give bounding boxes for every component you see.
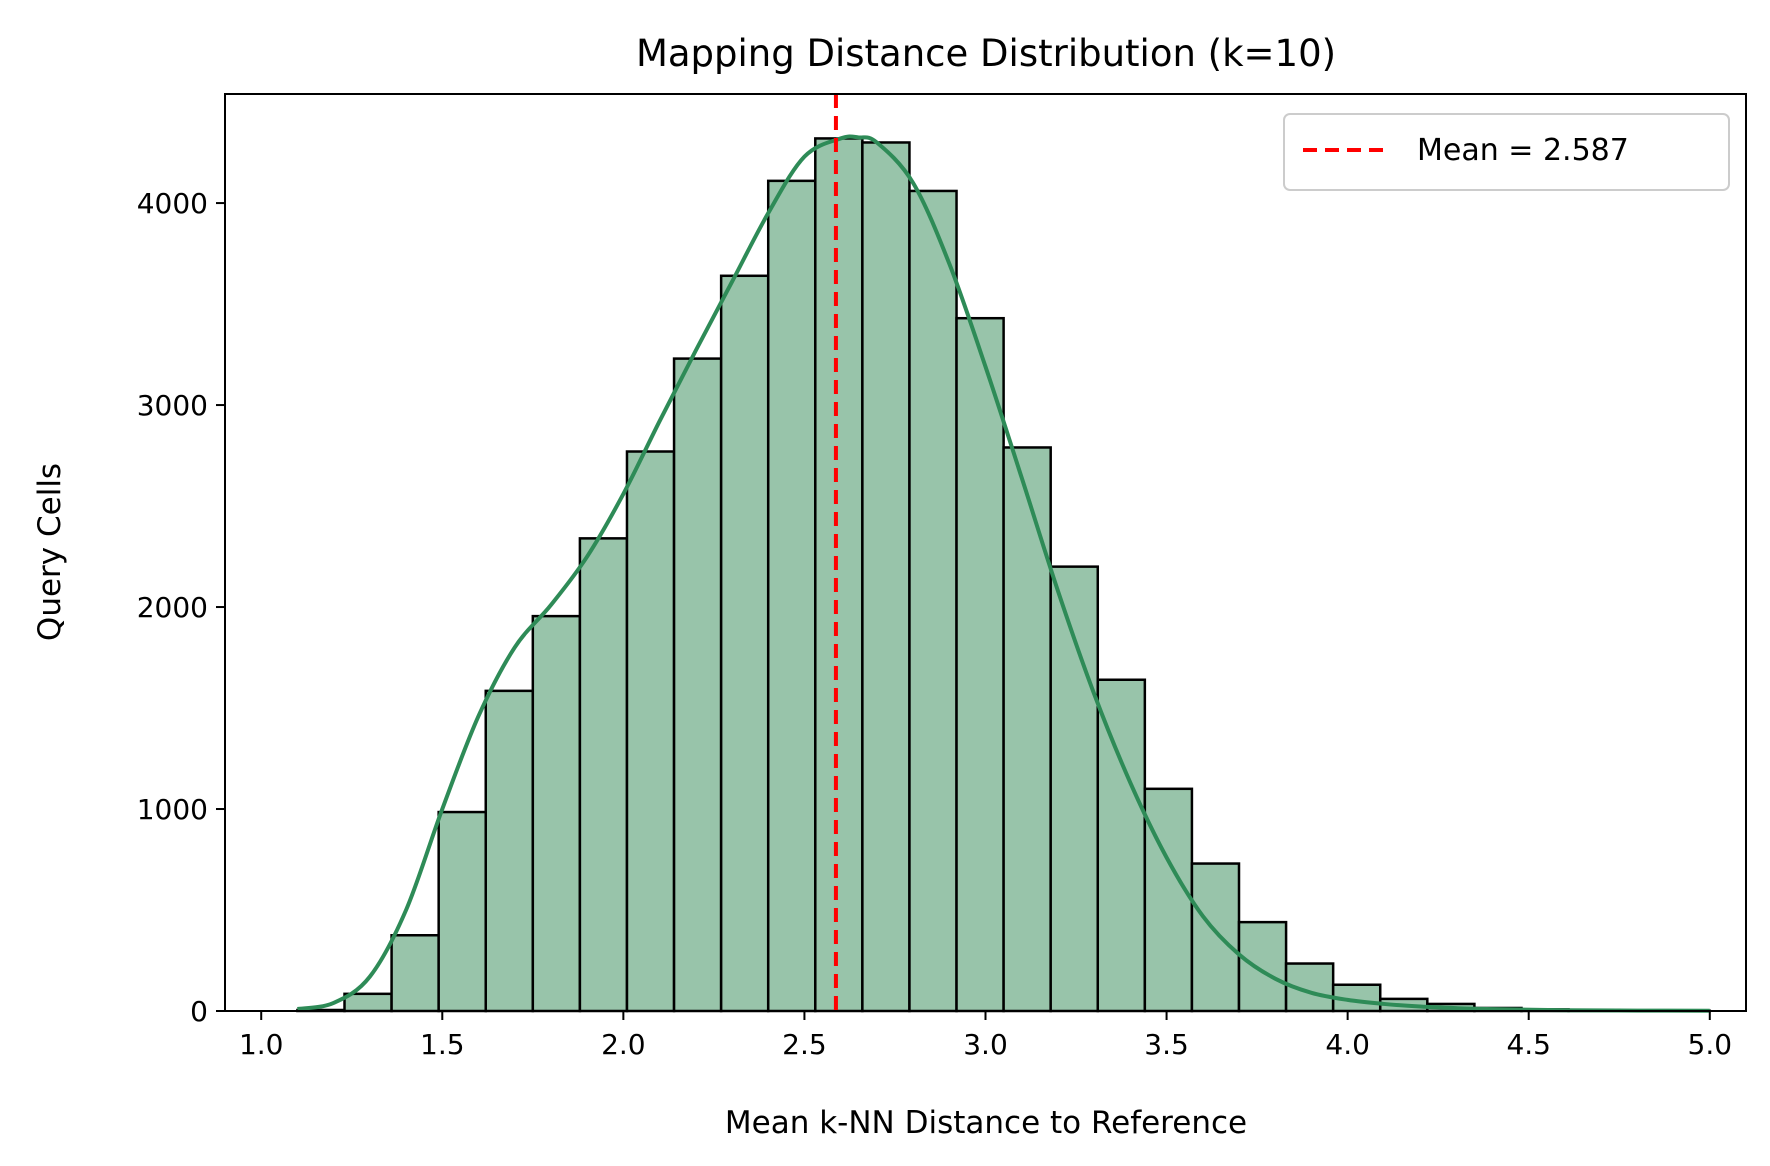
legend: Mean = 2.587 [1283, 113, 1730, 191]
y-tick-label: 1000 [137, 793, 208, 826]
histogram-bar [1096, 678, 1147, 1013]
histogram-bar [578, 537, 629, 1013]
x-tick-label: 5.0 [1688, 1028, 1733, 1061]
histogram-bar [1143, 787, 1194, 1013]
histogram-bar [1002, 446, 1052, 1013]
x-tick-label: 3.5 [1144, 1028, 1189, 1061]
x-axis-label: Mean k-NN Distance to Reference [725, 1105, 1247, 1141]
x-tick-label: 1.0 [239, 1028, 284, 1061]
histogram-bar [390, 934, 440, 1013]
x-tick-label: 4.5 [1506, 1028, 1551, 1061]
histogram-bar [861, 141, 911, 1013]
chart-title: Mapping Distance Distribution (k=10) [636, 32, 1336, 75]
kde-curve [297, 134, 1710, 1013]
y-tick-label: 2000 [137, 591, 208, 624]
y-axis-label: Query Cells [32, 463, 68, 641]
histogram-bar [484, 689, 535, 1013]
histogram-bar [1237, 920, 1288, 1013]
y-tick-label: 3000 [137, 389, 208, 422]
histogram-bars [296, 137, 1712, 1013]
histogram-bar [625, 450, 676, 1013]
histogram-bar [437, 810, 487, 1013]
x-tick-label: 2.0 [601, 1028, 646, 1061]
y-tick-label: 4000 [137, 187, 208, 220]
histogram-bar [908, 189, 958, 1013]
histogram-bar [955, 316, 1005, 1013]
x-tick-label: 2.5 [782, 1028, 827, 1061]
histogram-bar [1190, 862, 1241, 1013]
x-tick-label: 4.0 [1325, 1028, 1370, 1061]
histogram-bar [672, 357, 723, 1013]
x-axis-ticks: 1.0 1.5 2.0 2.5 3.0 3.5 4.0 4.5 5.0 [239, 1011, 1732, 1061]
histogram-bar [719, 274, 770, 1013]
histogram-bar [766, 179, 817, 1013]
histogram-bar [531, 614, 582, 1013]
y-tick-label: 0 [190, 995, 208, 1028]
y-axis-ticks: 0 1000 2000 3000 4000 [137, 187, 225, 1028]
legend-mean-label: Mean = 2.587 [1417, 133, 1629, 168]
legend-box [1283, 113, 1730, 191]
x-tick-label: 3.0 [963, 1028, 1008, 1061]
histogram-bar [343, 992, 393, 1013]
x-tick-label: 1.5 [420, 1028, 465, 1061]
histogram-bar [814, 137, 864, 1013]
